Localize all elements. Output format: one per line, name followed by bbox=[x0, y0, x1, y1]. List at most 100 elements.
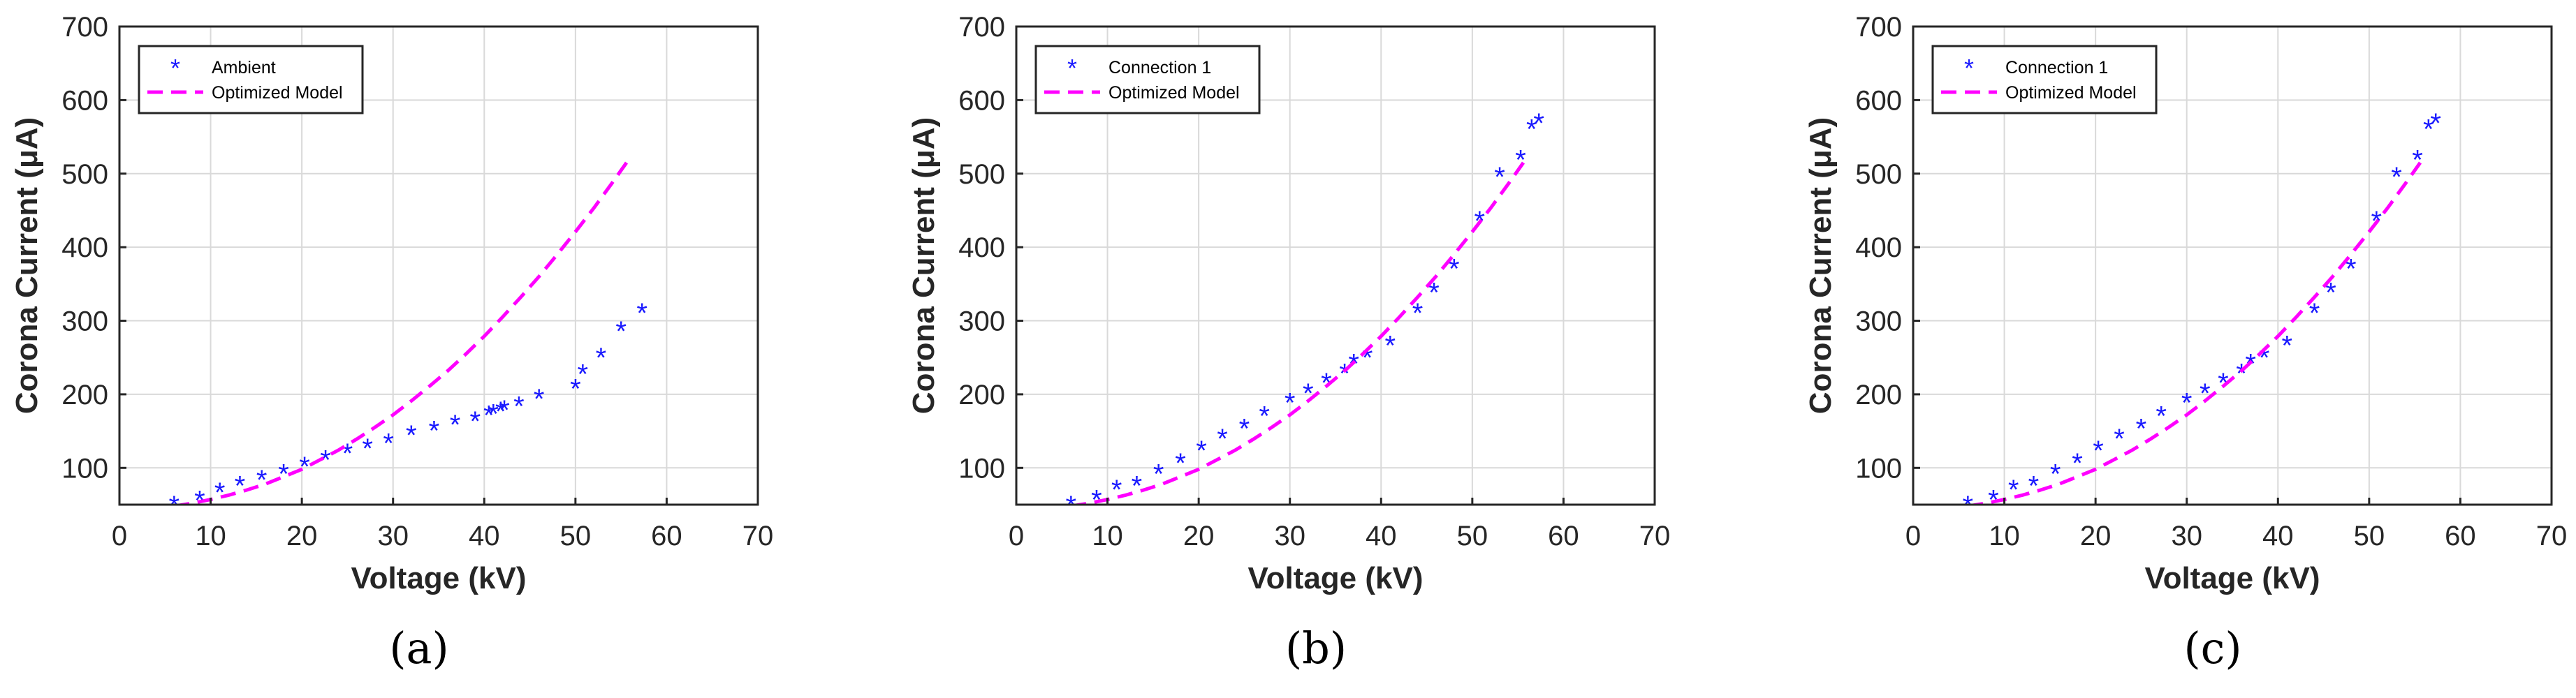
data-point: * bbox=[2423, 114, 2434, 144]
data-point: * bbox=[2200, 378, 2211, 409]
data-point: * bbox=[1111, 475, 1122, 505]
x-tick-label: 50 bbox=[560, 521, 592, 551]
axes-box bbox=[1912, 25, 2553, 506]
x-tick-label: 50 bbox=[2354, 521, 2385, 551]
data-point: * bbox=[2050, 459, 2061, 490]
chart-panel-a: * * * * * * * * * * * * * * * **** * * *****0 10 20 30 40 50 60 7… bbox=[10, 12, 773, 595]
data-point: * bbox=[596, 343, 607, 373]
model-curve bbox=[1967, 161, 2422, 505]
y-axis-label: Corona Current (μA) bbox=[907, 117, 941, 414]
x-axis-label: Voltage (kV) bbox=[2144, 561, 2320, 595]
legend-marker-swatch: * bbox=[1964, 54, 1974, 82]
legend-label: Ambient bbox=[212, 58, 276, 77]
data-point: * bbox=[2346, 254, 2357, 285]
data-point: * bbox=[469, 406, 481, 437]
data-layer: * * * * * * * * * * * * * ** * ********* bbox=[1066, 108, 1544, 521]
data-point: * bbox=[450, 410, 461, 440]
y-tick-label: 100 bbox=[1855, 453, 1902, 484]
data-point: * bbox=[495, 396, 506, 427]
x-axis-label: Voltage (kV) bbox=[1247, 561, 1423, 595]
y-tick-label: 300 bbox=[61, 306, 108, 337]
data-point: * bbox=[406, 420, 417, 451]
data-point: * bbox=[429, 416, 440, 447]
y-tick-label: 300 bbox=[958, 306, 1005, 337]
data-point: * bbox=[2325, 277, 2336, 308]
legend-label: Optimized Model bbox=[212, 83, 343, 103]
x-tick-label: 20 bbox=[2080, 521, 2112, 551]
data-point: * bbox=[1217, 424, 1228, 454]
model-curve bbox=[1070, 161, 1525, 505]
x-tick-label: 70 bbox=[2536, 521, 2568, 551]
x-tick-label: 20 bbox=[1183, 521, 1215, 551]
y-tick-label: 700 bbox=[61, 12, 108, 43]
legend: * Ambient Optimized Model bbox=[138, 45, 364, 114]
data-layer: * * * * * * * * * * * * * ** * ********* bbox=[1963, 108, 2441, 521]
x-tick-label: 30 bbox=[2171, 521, 2202, 551]
y-tick-label: 700 bbox=[1855, 12, 1902, 43]
data-point: * bbox=[2008, 475, 2019, 505]
model-curve bbox=[173, 161, 629, 505]
data-point: * bbox=[1175, 448, 1186, 479]
y-tick-label: 500 bbox=[958, 159, 1005, 190]
x-tick-label: 30 bbox=[377, 521, 409, 551]
data-point: * bbox=[256, 465, 268, 496]
x-axis-label: Voltage (kV) bbox=[351, 561, 526, 595]
x-tick-label: 40 bbox=[469, 521, 500, 551]
data-point: * bbox=[214, 477, 226, 508]
legend-marker-swatch: * bbox=[1067, 54, 1077, 82]
y-tick-label: 100 bbox=[958, 453, 1005, 484]
data-point: * bbox=[2391, 162, 2402, 193]
chart-panel-c: * * * * * * * * * * * * * ** * ********* 0 10 20 30 40 50 60 70… bbox=[1803, 12, 2567, 595]
data-point: * bbox=[499, 395, 510, 426]
data-point: * bbox=[1412, 298, 1424, 329]
legend-box bbox=[1034, 45, 1261, 114]
x-tick-label: 40 bbox=[2262, 521, 2294, 551]
axes-box bbox=[118, 25, 759, 506]
data-point: * bbox=[1196, 436, 1207, 466]
data-point: * bbox=[2218, 368, 2229, 399]
y-tick-label: 200 bbox=[958, 380, 1005, 410]
x-tick-label: 0 bbox=[1009, 521, 1024, 551]
data-point: * bbox=[2282, 330, 2293, 361]
y-tick-label: 500 bbox=[61, 159, 108, 190]
x-tick-label: 20 bbox=[286, 521, 318, 551]
y-axis-label: Corona Current (μA) bbox=[10, 117, 44, 414]
legend-label: Connection 1 bbox=[1108, 58, 1211, 77]
data-point: * bbox=[1385, 330, 1396, 361]
caption-b: (b) bbox=[1285, 623, 1347, 674]
data-point: * bbox=[362, 433, 373, 464]
data-point: * bbox=[1321, 368, 1332, 399]
y-tick-label: 200 bbox=[1855, 380, 1902, 410]
legend-box bbox=[1931, 45, 2158, 114]
data-point: * bbox=[383, 428, 394, 459]
x-tick-label: 70 bbox=[742, 521, 774, 551]
data-point: * bbox=[1494, 162, 1505, 193]
legend-marker-swatch: * bbox=[170, 54, 180, 82]
data-point: * bbox=[1066, 491, 1077, 521]
data-point: * bbox=[1259, 401, 1270, 431]
legend-box bbox=[138, 45, 364, 114]
x-tick-label: 40 bbox=[1366, 521, 1397, 551]
data-point: * bbox=[1533, 108, 1544, 139]
data-point: * bbox=[488, 399, 499, 429]
data-point: * bbox=[1963, 491, 1974, 521]
data-point: * bbox=[2114, 424, 2125, 454]
data-point: * bbox=[1132, 471, 1143, 502]
data-point: * bbox=[2028, 471, 2040, 502]
data-point: * bbox=[1303, 378, 1314, 409]
legend-label: Optimized Model bbox=[1108, 83, 1240, 103]
axes-box bbox=[1015, 25, 1656, 506]
y-tick-label: 400 bbox=[958, 232, 1005, 263]
data-point: * bbox=[1428, 277, 1440, 308]
data-point: * bbox=[342, 438, 353, 469]
data-point: * bbox=[578, 359, 589, 389]
legend: * Connection 1 Optimized Model bbox=[1931, 45, 2158, 114]
y-tick-label: 100 bbox=[61, 453, 108, 484]
legend-label: Connection 1 bbox=[2005, 58, 2108, 77]
data-point: * bbox=[534, 384, 545, 415]
y-axis-label: Corona Current (μA) bbox=[1803, 117, 1838, 414]
y-tick-label: 500 bbox=[1855, 159, 1902, 190]
x-tick-label: 0 bbox=[112, 521, 127, 551]
caption-a: (a) bbox=[389, 623, 449, 674]
